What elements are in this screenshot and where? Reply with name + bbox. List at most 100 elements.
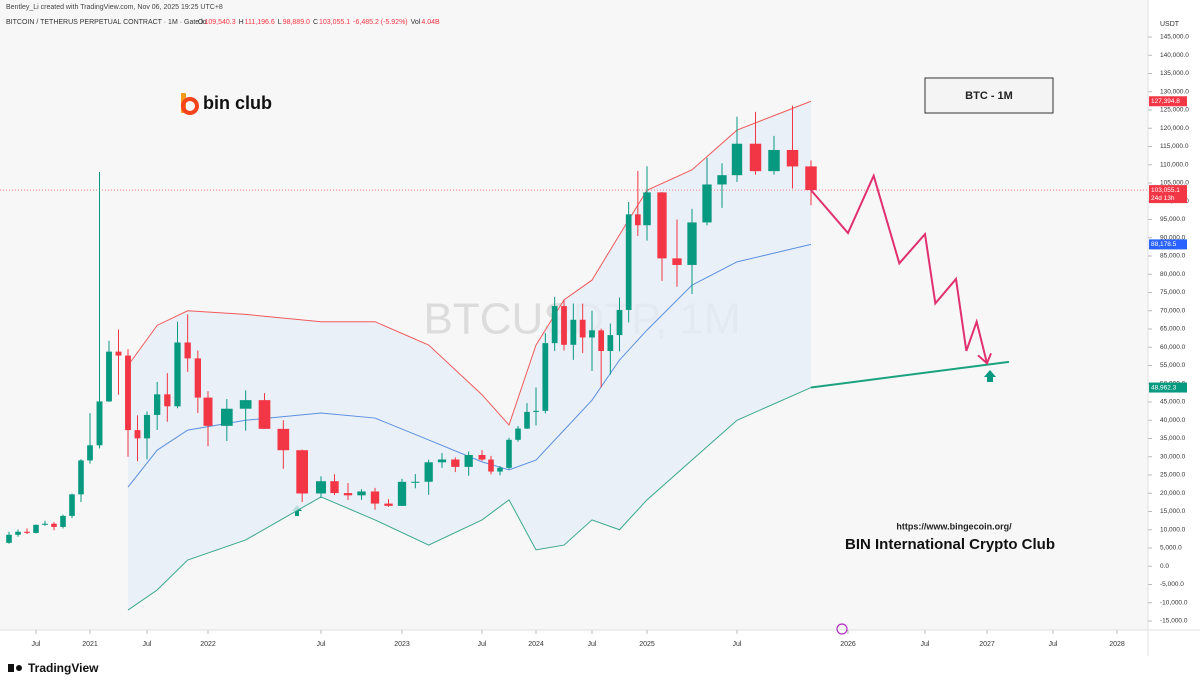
ohlc-text: 4.04B bbox=[421, 19, 440, 26]
candle-body bbox=[42, 523, 48, 525]
y-tick-label: 110,000.0 bbox=[1160, 161, 1189, 168]
candle-body bbox=[330, 481, 339, 494]
candle-body bbox=[768, 149, 780, 172]
candle-body bbox=[625, 214, 632, 310]
label-box-text: BTC - 1M bbox=[965, 90, 1013, 102]
x-tick-label: Jul bbox=[588, 641, 597, 648]
price-label: 48,962.3 bbox=[1151, 384, 1177, 391]
candle-body bbox=[184, 342, 191, 359]
candle-body bbox=[343, 493, 353, 496]
credit: Bentley_Li created with TradingView.com,… bbox=[6, 4, 223, 11]
candle-body bbox=[51, 523, 57, 527]
band-upper bbox=[127, 100, 812, 426]
footer-brand: TradingView bbox=[28, 661, 99, 675]
y-unit: USDT bbox=[1160, 21, 1180, 28]
x-tick-label: Jul bbox=[1049, 641, 1058, 648]
candle-body bbox=[125, 355, 131, 431]
candle-body bbox=[488, 459, 494, 472]
y-tick-label: 95,000.0 bbox=[1160, 216, 1186, 223]
symbol: BITCOIN / TETHERUS PERPETUAL CONTRACT · … bbox=[6, 19, 207, 26]
band-lower bbox=[127, 387, 812, 611]
candle-body bbox=[143, 414, 151, 439]
candle-body bbox=[717, 175, 727, 185]
y-tick-label: 85,000.0 bbox=[1160, 253, 1186, 260]
candle-body bbox=[533, 410, 539, 412]
candle-body bbox=[134, 430, 141, 439]
y-tick-label: -5,000.0 bbox=[1160, 581, 1184, 588]
logo-text: bin club bbox=[203, 93, 272, 113]
y-tick-label: -10,000.0 bbox=[1160, 599, 1188, 606]
price-label-box bbox=[1149, 96, 1187, 107]
candle-body bbox=[579, 319, 586, 338]
footer-icon bbox=[8, 664, 14, 672]
candle-body bbox=[239, 400, 252, 409]
candle-body bbox=[15, 531, 21, 535]
projection bbox=[810, 172, 988, 364]
y-tick-label: 30,000.0 bbox=[1160, 453, 1186, 460]
y-tick-label: 0.0 bbox=[1160, 563, 1169, 570]
candle-body bbox=[6, 534, 12, 543]
y-tick-label: 45,000.0 bbox=[1160, 399, 1186, 406]
x-tick-label: Jul bbox=[478, 641, 487, 648]
candle-body bbox=[315, 481, 327, 494]
candle-body bbox=[524, 411, 530, 429]
candle-body bbox=[551, 306, 558, 344]
price-label: 88,178.5 bbox=[1151, 241, 1177, 248]
footer-icon bbox=[16, 665, 22, 671]
candle-body bbox=[174, 342, 181, 407]
y-tick-label: 40,000.0 bbox=[1160, 417, 1186, 424]
candle-body bbox=[464, 454, 473, 467]
candle-body bbox=[296, 450, 309, 494]
candle-body bbox=[643, 192, 651, 226]
label-box bbox=[924, 77, 1054, 114]
y-tick-label: 35,000.0 bbox=[1160, 435, 1186, 442]
candle-body bbox=[370, 491, 380, 504]
candle-body bbox=[570, 319, 577, 345]
candle-body bbox=[220, 408, 233, 426]
club-name: BIN International Crypto Club bbox=[845, 536, 1055, 553]
candle-body bbox=[589, 330, 595, 338]
candle-body bbox=[672, 258, 682, 265]
candle-body bbox=[497, 467, 503, 472]
candle-body bbox=[749, 143, 762, 172]
ohlc-text: 98,889.0 bbox=[283, 19, 310, 26]
x-tick-label: 2026 bbox=[840, 641, 856, 648]
candle-body bbox=[616, 309, 623, 336]
logo-icon bbox=[181, 97, 199, 115]
candle-body bbox=[106, 351, 112, 402]
candle-body bbox=[687, 222, 697, 265]
candle-body bbox=[164, 394, 171, 407]
candle-body bbox=[78, 460, 84, 495]
support-line bbox=[810, 360, 1010, 389]
candle-body bbox=[657, 192, 667, 259]
candle-body bbox=[786, 149, 799, 167]
candle-body bbox=[397, 481, 407, 506]
x-tick-label: Jul bbox=[143, 641, 152, 648]
y-tick-label: 105,000.0 bbox=[1160, 180, 1189, 187]
candle-body bbox=[194, 358, 201, 398]
candle-body bbox=[87, 445, 93, 461]
candle-body bbox=[60, 515, 66, 527]
ohlc-text: -6,485.2 (-5.92%) bbox=[353, 19, 407, 26]
candle-body bbox=[478, 454, 486, 460]
candle-body bbox=[154, 394, 161, 415]
y-tick-label: 90,000.0 bbox=[1160, 234, 1186, 241]
candle-body bbox=[384, 503, 393, 506]
x-tick-label: 2022 bbox=[200, 641, 216, 648]
candle-body bbox=[203, 397, 213, 426]
y-tick-label: 70,000.0 bbox=[1160, 307, 1186, 314]
candle-body bbox=[598, 330, 605, 352]
y-tick-label: 20,000.0 bbox=[1160, 490, 1186, 497]
ohlc-text: 103,055.1 bbox=[319, 19, 350, 26]
candle-body bbox=[451, 459, 460, 467]
y-tick-label: 65,000.0 bbox=[1160, 326, 1186, 333]
y-tick-label: 135,000.0 bbox=[1160, 70, 1189, 77]
logo: bin club bbox=[181, 93, 272, 115]
y-tick-label: 130,000.0 bbox=[1160, 88, 1189, 95]
candle-body bbox=[115, 351, 122, 356]
candle-body bbox=[542, 343, 549, 411]
y-tick-label: 140,000.0 bbox=[1160, 52, 1189, 59]
y-tick-label: 25,000.0 bbox=[1160, 472, 1186, 479]
y-tick-label: -15,000.0 bbox=[1160, 618, 1188, 625]
